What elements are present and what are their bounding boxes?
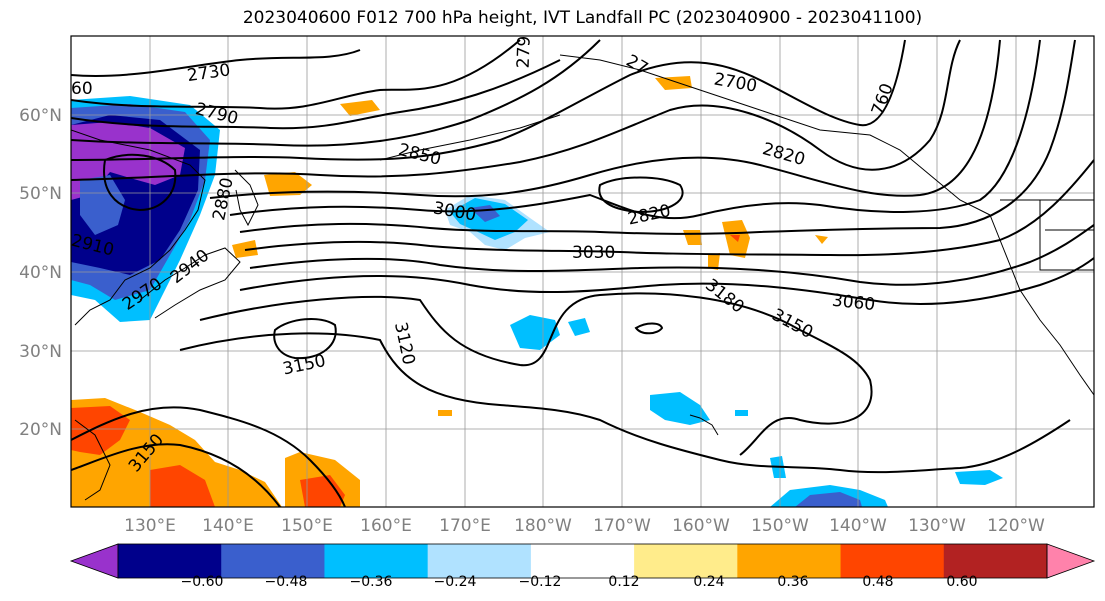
colorbar-extend-high — [1046, 543, 1096, 579]
colorbar-tick: −0.36 — [350, 574, 393, 590]
lon-label-130e: 130°E — [124, 516, 176, 536]
lat-label-50n: 50°N — [19, 184, 62, 204]
shade-sw-red2 — [150, 465, 215, 507]
height-contours — [71, 39, 1094, 507]
lon-label-170w: 170°W — [593, 516, 651, 536]
lon-label-150e: 150°E — [281, 516, 333, 536]
shade-orange-1 — [264, 172, 312, 196]
colorbar-segment — [634, 544, 738, 578]
colorbar-segment — [427, 544, 532, 578]
shade-orange-7 — [815, 235, 828, 244]
coastlines — [71, 54, 1094, 501]
ivt-shading — [71, 76, 1003, 507]
colorbar-tick: 0.24 — [693, 574, 724, 590]
lon-label-140w: 140°W — [829, 516, 887, 536]
lon-labels: 130°E 140°E 150°E 160°E 170°E 180°W 170°… — [124, 516, 1045, 536]
colorbar-tick-labels: −0.60 −0.48 −0.36 −0.24 −0.12 0.12 0.24 … — [181, 574, 978, 590]
map-area — [71, 36, 1094, 507]
shade-sw-red — [71, 406, 130, 455]
colorbar-segment — [118, 544, 222, 578]
shade-west-blue2 — [80, 175, 125, 235]
gridlines — [71, 36, 1094, 507]
lat-label-20n: 20°N — [19, 420, 62, 440]
shade-east-blue — [955, 470, 1003, 485]
colorbar-segment — [530, 544, 635, 578]
shade-hawaii-blue2 — [735, 410, 748, 416]
colorbar-tick: −0.60 — [181, 574, 224, 590]
colorbar-tick: 0.12 — [608, 574, 639, 590]
coast-alaska — [559, 54, 991, 216]
colorbar-tick: −0.48 — [265, 574, 308, 590]
lon-label-140e: 140°E — [202, 516, 254, 536]
lon-label-150w: 150°W — [751, 516, 809, 536]
colorbar-extend-low — [69, 543, 119, 579]
colorbar-segment — [221, 544, 325, 578]
coast-asia — [71, 129, 206, 326]
contour-label-279: 279 — [514, 36, 535, 69]
colorbar-tick: 0.48 — [862, 574, 893, 590]
colorbar-segment — [943, 544, 1048, 578]
lat-labels: 60°N 50°N 40°N 30°N 20°N — [19, 106, 62, 440]
coast-japan — [139, 247, 241, 319]
lat-label-40n: 40°N — [19, 263, 62, 283]
lon-label-160e: 160°E — [360, 516, 412, 536]
lon-label-180w: 180°W — [514, 516, 572, 536]
lon-label-170e: 170°E — [439, 516, 491, 536]
map-title: 2023040600 F012 700 hPa height, IVT Land… — [242, 8, 923, 28]
coast-kamchatka — [234, 169, 259, 227]
lon-label-120w: 120°W — [987, 516, 1045, 536]
contour-label-60: 60 — [71, 79, 93, 99]
shade-orange-9 — [438, 410, 452, 416]
shade-mid-blue2 — [568, 318, 590, 336]
contour-label-3060: 3060 — [831, 291, 876, 315]
lat-label-30n: 30°N — [19, 342, 62, 362]
shade-orange-6 — [708, 253, 720, 270]
lon-label-130w: 130°W — [908, 516, 966, 536]
coast-na-west — [989, 214, 1094, 396]
shade-red-4 — [730, 235, 740, 242]
contour-label-3030: 3030 — [572, 243, 615, 263]
shade-orange-3 — [655, 76, 692, 90]
coast-philippines — [74, 419, 111, 501]
colorbar — [69, 543, 1096, 579]
shade-bottom-blue — [795, 492, 862, 507]
shade-mid-blue — [510, 315, 560, 350]
shade-orange-2 — [340, 100, 380, 116]
colorbar-tick: −0.24 — [434, 574, 477, 590]
lon-label-160w: 160°W — [672, 516, 730, 536]
colorbar-segment — [737, 544, 842, 578]
colorbar-tick: 0.36 — [777, 574, 808, 590]
colorbar-segment — [324, 544, 429, 578]
coast-hawaii — [689, 414, 719, 436]
colorbar-tick: 0.60 — [946, 574, 977, 590]
colorbar-border — [117, 543, 1048, 579]
colorbar-segment — [840, 544, 945, 578]
shade-sw-red3 — [300, 475, 345, 507]
colorbar-tick: −0.12 — [519, 574, 562, 590]
lat-label-60n: 60°N — [19, 106, 62, 126]
map-frame — [70, 35, 1095, 508]
coast-aleutians — [379, 114, 561, 161]
